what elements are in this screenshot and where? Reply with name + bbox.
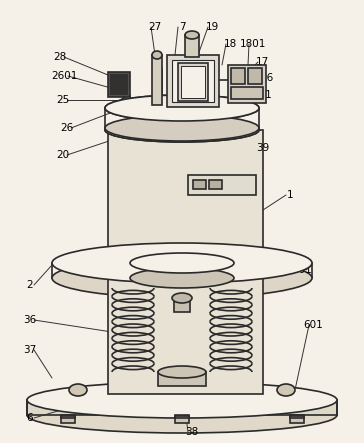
- Bar: [231, 68, 245, 84]
- Bar: [209, 180, 222, 189]
- Bar: [185, 35, 199, 57]
- Bar: [248, 68, 262, 84]
- Ellipse shape: [130, 268, 234, 288]
- Ellipse shape: [105, 95, 259, 121]
- Bar: [290, 415, 304, 423]
- Ellipse shape: [277, 384, 295, 396]
- Ellipse shape: [52, 243, 312, 283]
- Bar: [231, 87, 263, 99]
- Ellipse shape: [152, 51, 162, 59]
- Bar: [193, 180, 206, 189]
- Text: 17: 17: [256, 57, 269, 67]
- Bar: [174, 298, 190, 312]
- Bar: [158, 372, 206, 386]
- Text: 25: 25: [56, 95, 70, 105]
- Bar: [61, 415, 75, 423]
- Ellipse shape: [105, 118, 259, 142]
- Ellipse shape: [27, 397, 337, 433]
- Text: 36: 36: [23, 315, 37, 325]
- Bar: [228, 65, 266, 103]
- Bar: [181, 66, 205, 98]
- Text: 7: 7: [179, 22, 185, 32]
- Bar: [172, 60, 214, 102]
- Text: 16: 16: [260, 73, 274, 83]
- Bar: [167, 55, 219, 107]
- Ellipse shape: [185, 31, 199, 39]
- Bar: [152, 55, 162, 105]
- Ellipse shape: [105, 95, 259, 121]
- Ellipse shape: [158, 366, 206, 378]
- Bar: [188, 175, 256, 195]
- Ellipse shape: [69, 384, 87, 396]
- Bar: [170, 295, 194, 385]
- Ellipse shape: [130, 253, 234, 273]
- Bar: [108, 262, 263, 394]
- Text: 6: 6: [27, 413, 33, 423]
- Bar: [178, 63, 208, 101]
- Text: 601: 601: [303, 320, 323, 330]
- Text: 37: 37: [23, 345, 37, 355]
- Bar: [175, 415, 189, 423]
- Text: 2: 2: [27, 280, 33, 290]
- Ellipse shape: [172, 293, 192, 303]
- Text: 1801: 1801: [240, 39, 266, 49]
- Bar: [175, 416, 189, 418]
- Text: 28: 28: [54, 52, 67, 62]
- Bar: [108, 72, 130, 97]
- Text: 27: 27: [149, 22, 162, 32]
- Text: 39: 39: [256, 143, 270, 153]
- Bar: [108, 130, 263, 262]
- Ellipse shape: [27, 382, 337, 418]
- Ellipse shape: [105, 115, 259, 141]
- Bar: [27, 400, 337, 415]
- Bar: [61, 416, 75, 418]
- Text: 20: 20: [56, 150, 70, 160]
- Text: 38: 38: [185, 427, 199, 437]
- Bar: [290, 416, 304, 418]
- Bar: [110, 74, 128, 95]
- Text: 301: 301: [292, 265, 312, 275]
- Text: 1: 1: [287, 190, 293, 200]
- Text: 101: 101: [253, 90, 273, 100]
- Text: 2601: 2601: [51, 71, 77, 81]
- Ellipse shape: [105, 118, 259, 142]
- Text: 18: 18: [223, 39, 237, 49]
- Text: 26: 26: [60, 123, 74, 133]
- Ellipse shape: [52, 258, 312, 298]
- Text: 19: 19: [205, 22, 219, 32]
